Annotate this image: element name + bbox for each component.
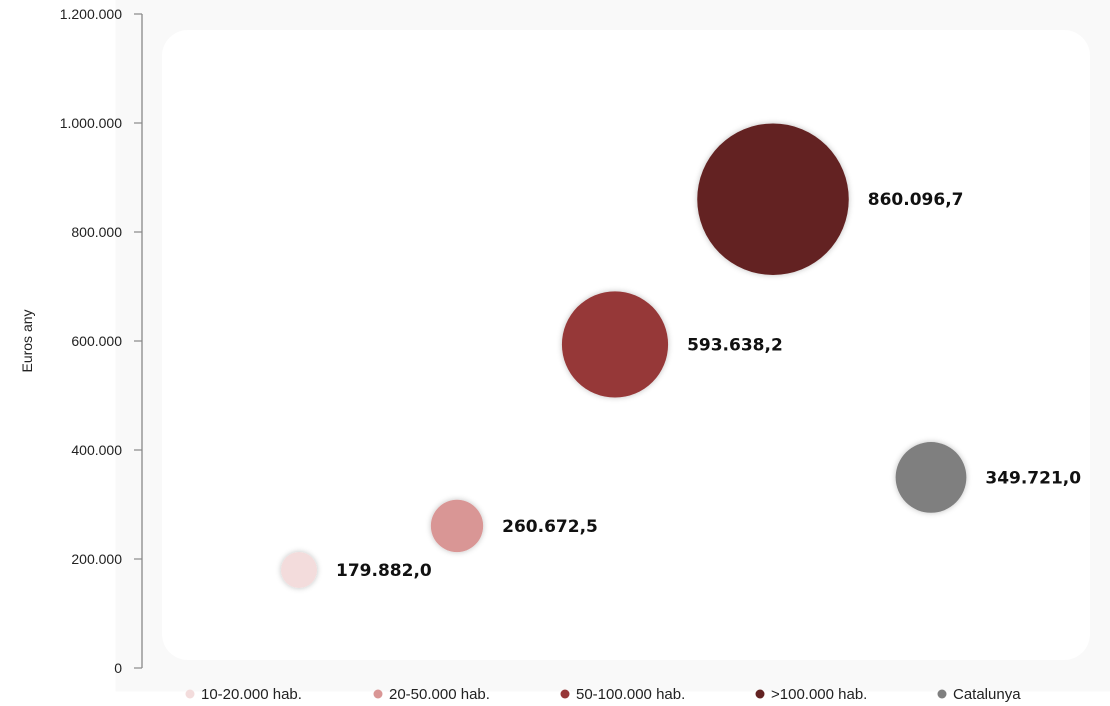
legend-label: 20-50.000 hab. xyxy=(389,686,490,703)
y-tick-label: 800.000 xyxy=(71,224,122,240)
legend-label: Catalunya xyxy=(953,686,1021,703)
legend-marker xyxy=(755,689,765,699)
y-tick-label: 1.000.000 xyxy=(60,115,122,131)
bubble-1 xyxy=(280,551,318,588)
legend-marker xyxy=(185,689,195,699)
y-tick-label: 400.000 xyxy=(71,442,122,458)
y-tick-label: 200.000 xyxy=(71,551,122,567)
y-tick-label: 600.000 xyxy=(71,333,122,349)
y-axis-title: Euros any xyxy=(19,309,35,372)
y-tick-label: 0 xyxy=(114,660,122,676)
bubble-series xyxy=(280,123,967,588)
data-label-1: 179.882,0 xyxy=(336,561,432,581)
data-labels: 179.882,0 260.672,5 593.638,2 860.096,7 349.… xyxy=(336,190,1081,581)
y-tick-label: 1.200.000 xyxy=(60,6,122,22)
data-label-5: 349.721,0 xyxy=(985,468,1081,488)
legend-marker xyxy=(937,689,947,699)
bubble-4 xyxy=(697,123,849,276)
bubble-2 xyxy=(430,499,484,553)
bubble-3 xyxy=(561,291,669,398)
data-label-3: 593.638,2 xyxy=(687,335,783,355)
data-label-4: 860.096,7 xyxy=(868,190,964,210)
y-axis: 0 200.000 400.000 600.000 800.000 1.000.000 1.… xyxy=(60,6,143,676)
legend-label: 50-100.000 hab. xyxy=(576,686,685,703)
legend-marker xyxy=(560,689,570,699)
data-label-2: 260.672,5 xyxy=(502,517,598,537)
legend-label: >100.000 hab. xyxy=(771,686,867,703)
legend-label: 10-20.000 hab. xyxy=(201,686,302,703)
legend: 10-20.000 hab. 20-50.000 hab. 50-100.000 h… xyxy=(185,686,1021,703)
legend-marker xyxy=(373,689,383,699)
bubble-5 xyxy=(895,442,967,513)
